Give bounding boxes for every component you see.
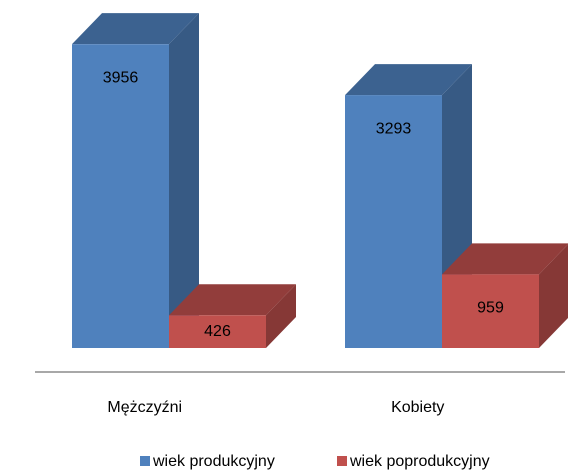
data-label: 3956 [103, 69, 139, 86]
x-tick-label: Mężczyźni [107, 399, 182, 416]
bar [442, 274, 539, 348]
bar-top [442, 243, 568, 275]
legend-label: wiek poprodukcyjny [349, 453, 490, 470]
bar-top [72, 13, 199, 45]
bar [345, 95, 442, 349]
bar-side [169, 13, 199, 349]
bar-side [539, 244, 568, 348]
bar-top [169, 284, 296, 316]
data-label: 3293 [376, 120, 412, 137]
data-label: 959 [477, 300, 504, 317]
bar [169, 315, 266, 348]
bar [72, 44, 169, 348]
bar-side [266, 284, 296, 348]
legend-swatch [140, 456, 150, 466]
x-tick-label: Kobiety [391, 399, 444, 416]
data-label: 426 [204, 323, 231, 340]
legend-label: wiek produkcyjny [152, 453, 275, 470]
legend-swatch [337, 456, 347, 466]
bar-top [345, 64, 472, 96]
